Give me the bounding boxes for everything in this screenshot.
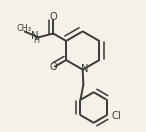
Text: H: H <box>34 36 40 45</box>
Text: O: O <box>49 12 57 22</box>
Text: CH₃: CH₃ <box>17 24 32 34</box>
Text: N: N <box>31 31 39 41</box>
Text: O: O <box>49 62 57 72</box>
Text: N: N <box>81 64 89 74</box>
Text: Cl: Cl <box>112 111 121 121</box>
